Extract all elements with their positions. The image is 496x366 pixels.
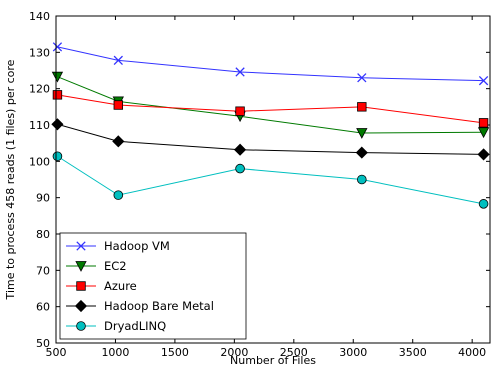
y-tick-label: 50 [36, 337, 50, 350]
x-tick-label: 1500 [161, 346, 189, 359]
data-point [235, 67, 245, 77]
legend-marker [76, 321, 86, 331]
y-tick-label: 110 [29, 119, 50, 132]
y-axis-label: Time to process 458 reads (1 files) per … [4, 59, 17, 300]
data-point [235, 163, 245, 174]
series-2 [52, 90, 489, 128]
legend-label: Azure [104, 279, 137, 293]
y-tick-label: 130 [29, 46, 50, 59]
data-point [478, 118, 489, 128]
x-tick-label: 4000 [458, 346, 486, 359]
data-point [51, 71, 64, 83]
x-axis-label: Number of Files [230, 354, 316, 366]
data-point [113, 100, 124, 110]
legend-label: Hadoop Bare Metal [104, 299, 214, 313]
legend-item: EC2 [66, 259, 127, 273]
y-tick-label: 70 [36, 264, 50, 277]
x-tick-label: 3500 [399, 346, 427, 359]
x-tick-label: 2500 [280, 346, 308, 359]
data-point [357, 174, 367, 185]
series-layer [51, 42, 490, 209]
legend: Hadoop VM EC2 Azure Hadoop Bare Metal DryadL… [59, 232, 247, 340]
x-axis-ticks: 500 1000 1500 2000 2500 3000 3500 4000 [46, 16, 486, 359]
x-tick-label: 2000 [220, 346, 248, 359]
x-tick-label: 500 [46, 346, 67, 359]
y-tick-label: 90 [36, 192, 50, 205]
series-0 [52, 42, 489, 86]
legend-marker [76, 241, 86, 251]
legend-item: Hadoop VM [66, 239, 170, 253]
data-point [477, 127, 490, 139]
data-point [233, 143, 247, 156]
data-point [355, 146, 368, 159]
series-4 [52, 151, 489, 209]
data-point [356, 128, 368, 139]
data-point [477, 148, 490, 161]
legend-label: Hadoop VM [104, 239, 170, 253]
data-point [113, 190, 124, 200]
data-point [113, 55, 123, 65]
data-point [52, 90, 63, 100]
data-point [112, 135, 125, 148]
data-point [52, 42, 63, 52]
legend-item: Hadoop Bare Metal [66, 299, 214, 313]
data-point [235, 106, 245, 116]
data-point [478, 199, 489, 209]
legend-marker [75, 261, 87, 272]
y-tick-label: 60 [36, 301, 50, 314]
data-point [51, 118, 64, 131]
legend-marker [76, 281, 86, 291]
y-tick-label: 100 [29, 155, 50, 168]
data-point [357, 73, 367, 83]
x-tick-label: 1000 [101, 346, 129, 359]
x-tick-label: 3000 [339, 346, 367, 359]
y-axis-ticks: 50 60 70 80 90 100 110 120 130 140 [29, 10, 490, 350]
y-tick-label: 80 [36, 228, 50, 241]
data-point [478, 76, 489, 86]
y-tick-label: 120 [29, 83, 50, 96]
plot-area-frame [55, 15, 491, 344]
data-point [357, 102, 367, 112]
legend-label: EC2 [104, 259, 127, 273]
legend-marker [74, 299, 88, 313]
legend-label: DryadLINQ [104, 319, 166, 333]
data-point [52, 151, 63, 162]
series-3 [51, 118, 490, 161]
legend-item: Azure [66, 279, 137, 293]
y-tick-label: 140 [29, 10, 50, 23]
legend-item: DryadLINQ [66, 319, 166, 333]
